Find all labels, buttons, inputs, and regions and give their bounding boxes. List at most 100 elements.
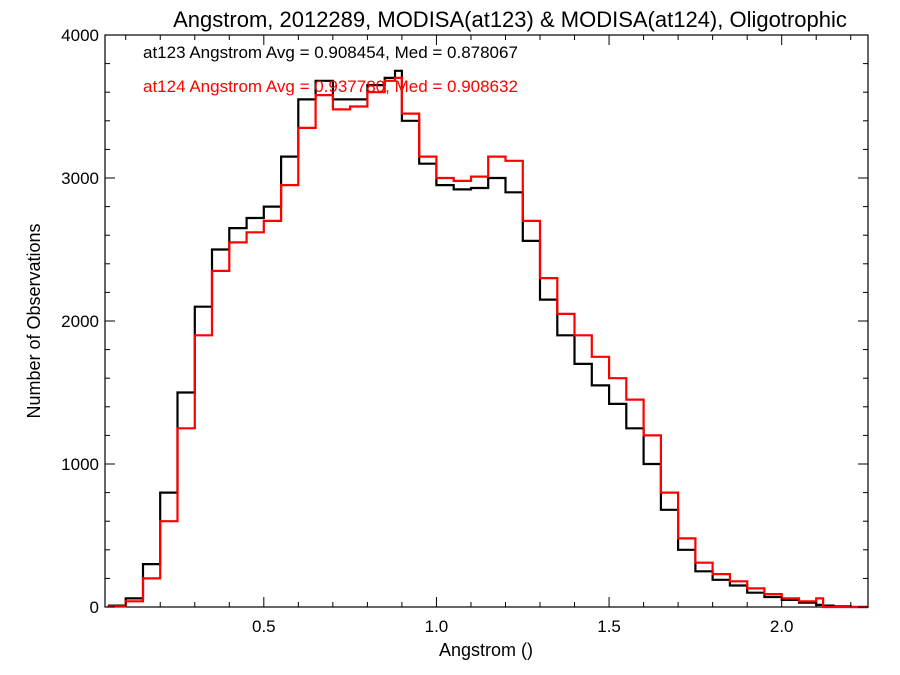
y-tick-label: 3000 bbox=[61, 169, 99, 188]
series-point-1 bbox=[297, 127, 300, 129]
series-line-0 bbox=[108, 69, 868, 609]
series-point-0 bbox=[245, 217, 248, 219]
series-point-0 bbox=[521, 240, 524, 242]
series-point-1 bbox=[625, 398, 628, 401]
series-point-0 bbox=[573, 363, 576, 365]
series-point-1 bbox=[124, 600, 127, 603]
series-layer bbox=[107, 69, 869, 609]
series-point-0 bbox=[394, 69, 396, 72]
series-point-1 bbox=[573, 334, 576, 337]
series-point-1 bbox=[677, 537, 679, 540]
series-point-0 bbox=[452, 188, 455, 191]
series-point-1 bbox=[176, 427, 179, 430]
chart-title: Angstrom, 2012289, MODISA(at123) & MODIS… bbox=[173, 7, 847, 32]
x-tick-label: 1.5 bbox=[597, 617, 621, 636]
series-point-0 bbox=[401, 120, 403, 122]
series-point-1 bbox=[418, 155, 420, 158]
series-point-0 bbox=[280, 155, 282, 158]
y-tick-label: 0 bbox=[90, 598, 99, 617]
legend-entry-at124: at124 Angstrom Avg = 0.937780, Med = 0.9… bbox=[143, 77, 518, 96]
series-point-0 bbox=[349, 98, 351, 101]
x-tick-label: 2.0 bbox=[770, 617, 794, 636]
series-point-0 bbox=[470, 187, 472, 189]
legend-entry-at123: at123 Angstrom Avg = 0.908454, Med = 0.8… bbox=[143, 43, 518, 62]
series-point-1 bbox=[487, 155, 490, 158]
series-line-1 bbox=[108, 76, 868, 609]
x-tick-label: 1.0 bbox=[425, 617, 449, 636]
series-point-1 bbox=[746, 587, 748, 590]
series-point-1 bbox=[591, 355, 593, 358]
series-point-0 bbox=[660, 508, 662, 511]
series-point-1 bbox=[314, 94, 317, 96]
series-point-0 bbox=[211, 248, 213, 251]
series-point-1 bbox=[383, 79, 386, 82]
series-point-0 bbox=[504, 191, 507, 194]
series-point-1 bbox=[394, 77, 396, 79]
series-point-0 bbox=[711, 579, 714, 581]
series-point-0 bbox=[314, 79, 317, 82]
plot-frame bbox=[104, 34, 869, 608]
series-point-0 bbox=[694, 570, 697, 573]
series-point-1 bbox=[470, 175, 472, 178]
series-point-1 bbox=[504, 160, 507, 162]
series-point-0 bbox=[642, 463, 645, 465]
series-point-0 bbox=[729, 584, 731, 587]
series-point-0 bbox=[263, 205, 265, 208]
series-point-1 bbox=[521, 220, 524, 222]
series-point-1 bbox=[642, 434, 645, 437]
series-point-0 bbox=[383, 77, 386, 79]
series-point-1 bbox=[556, 313, 559, 315]
series-point-1 bbox=[729, 580, 731, 583]
series-point-1 bbox=[798, 600, 800, 603]
series-point-1 bbox=[452, 180, 455, 182]
series-point-0 bbox=[608, 403, 610, 405]
series-point-1 bbox=[228, 241, 231, 244]
series-point-1 bbox=[435, 177, 438, 179]
series-point-0 bbox=[556, 334, 559, 337]
series-point-1 bbox=[211, 270, 213, 272]
series-point-1 bbox=[332, 108, 334, 111]
series-point-1 bbox=[349, 105, 351, 108]
series-point-0 bbox=[625, 427, 628, 430]
series-point-0 bbox=[228, 227, 231, 229]
series-point-1 bbox=[280, 184, 282, 186]
series-point-0 bbox=[142, 563, 144, 565]
series-point-1 bbox=[711, 573, 714, 575]
series-point-0 bbox=[677, 549, 679, 551]
series-point-1 bbox=[694, 561, 697, 564]
series-point-1 bbox=[263, 220, 265, 222]
series-point-0 bbox=[763, 596, 766, 598]
series-point-1 bbox=[608, 377, 610, 380]
series-point-1 bbox=[832, 606, 835, 608]
series-point-0 bbox=[418, 162, 420, 165]
series-point-1 bbox=[815, 597, 818, 600]
series-point-1 bbox=[822, 606, 824, 608]
plot-area bbox=[104, 34, 869, 608]
series-point-1 bbox=[193, 334, 196, 337]
series-point-0 bbox=[539, 298, 541, 301]
series-point-1 bbox=[660, 491, 662, 494]
y-tick-label: 1000 bbox=[61, 455, 99, 474]
y-axis-label: Number of Observations bbox=[24, 223, 44, 418]
series-point-1 bbox=[539, 277, 541, 279]
series-point-0 bbox=[297, 98, 300, 101]
series-point-1 bbox=[142, 577, 144, 580]
series-point-0 bbox=[435, 184, 438, 186]
y-tick-label: 4000 bbox=[61, 26, 99, 45]
series-point-0 bbox=[366, 84, 369, 86]
x-axis-label: Angstrom () bbox=[439, 640, 533, 660]
series-point-1 bbox=[401, 112, 403, 115]
series-point-1 bbox=[763, 593, 766, 595]
x-tick-label: 0.5 bbox=[252, 617, 276, 636]
series-point-0 bbox=[746, 591, 748, 594]
series-point-0 bbox=[159, 491, 162, 494]
series-point-0 bbox=[124, 597, 127, 600]
series-point-0 bbox=[176, 391, 179, 394]
y-tick-label: 2000 bbox=[61, 312, 99, 331]
series-point-0 bbox=[193, 305, 196, 308]
axis-ticks: 0.5 1.0 1.5 2.0 0 1000 2000 3000 4000 bbox=[61, 26, 868, 636]
series-point-1 bbox=[366, 91, 369, 93]
series-point-1 bbox=[245, 231, 248, 234]
series-point-0 bbox=[591, 384, 593, 387]
